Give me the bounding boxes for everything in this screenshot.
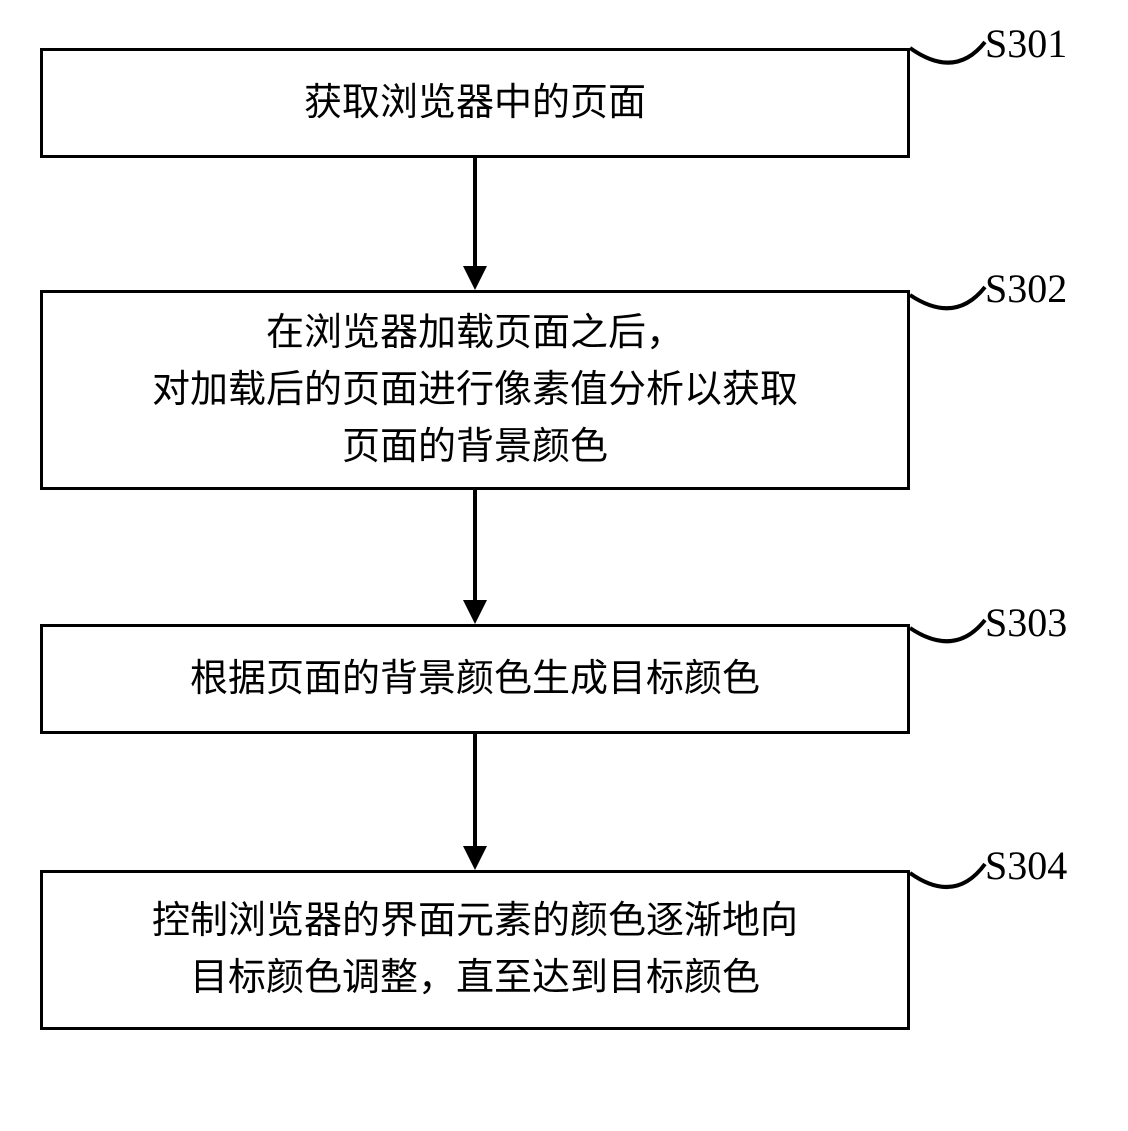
flow-label-1: S301: [985, 20, 1067, 67]
flow-node-4-text: 控制浏览器的界面元素的颜色逐渐地向 目标颜色调整，直至达到目标颜色: [152, 893, 798, 1007]
flow-node-2-text: 在浏览器加载页面之后， 对加载后的页面进行像素值分析以获取 页面的背景颜色: [152, 305, 798, 476]
flow-label-4: S304: [985, 842, 1067, 889]
flowchart-canvas: 获取浏览器中的页面 S301 在浏览器加载页面之后， 对加载后的页面进行像素值分…: [0, 0, 1128, 1131]
flow-label-2: S302: [985, 265, 1067, 312]
flow-node-1-text: 获取浏览器中的页面: [304, 75, 646, 132]
flow-node-4: 控制浏览器的界面元素的颜色逐渐地向 目标颜色调整，直至达到目标颜色: [40, 870, 910, 1030]
flow-node-2: 在浏览器加载页面之后， 对加载后的页面进行像素值分析以获取 页面的背景颜色: [40, 290, 910, 490]
flow-label-3: S303: [985, 599, 1067, 646]
flow-node-3-text: 根据页面的背景颜色生成目标颜色: [190, 651, 760, 708]
flow-node-3: 根据页面的背景颜色生成目标颜色: [40, 624, 910, 734]
flow-node-1: 获取浏览器中的页面: [40, 48, 910, 158]
